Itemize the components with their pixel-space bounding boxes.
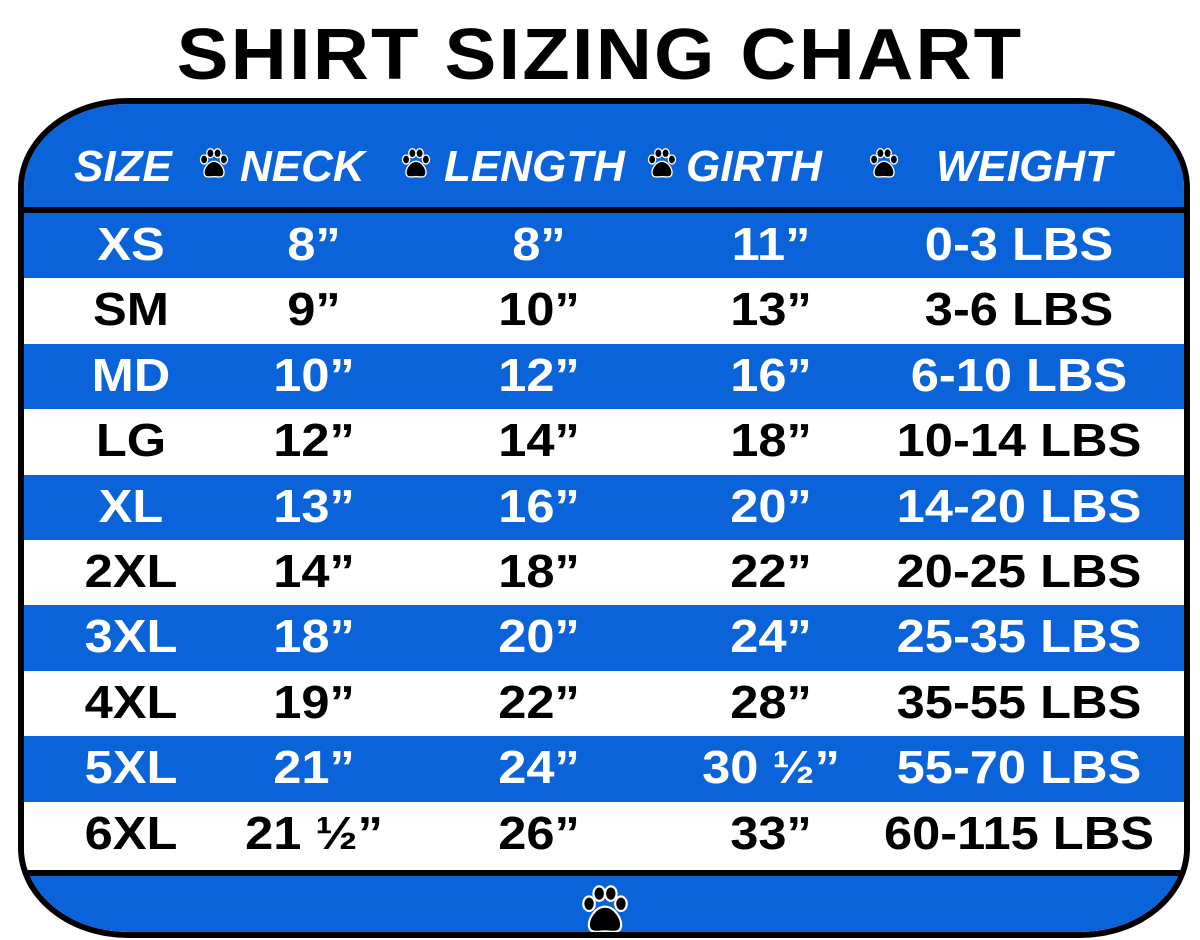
cell-length: 18” xyxy=(498,544,580,597)
cell-length: 24” xyxy=(498,741,580,794)
cell-girth: 13” xyxy=(730,283,812,336)
cell-size: 4XL xyxy=(84,675,178,728)
cell-girth: 16” xyxy=(730,348,812,401)
header-length: LENGTH xyxy=(444,142,625,191)
cell-size: SM xyxy=(93,283,169,336)
cell-weight: 3-6 LBS xyxy=(924,283,1114,336)
cell-neck: 10” xyxy=(273,348,355,401)
cell-length: 20” xyxy=(498,610,580,663)
cell-weight: 10-14 LBS xyxy=(896,414,1142,467)
table-row: 6XL 21 ½” 26” 33” 60-115 LBS xyxy=(24,801,1184,867)
paw-print-icon xyxy=(401,148,431,178)
cell-girth: 11” xyxy=(731,218,811,270)
table-row: XS 8” 8” 11” 0-3 LBS xyxy=(24,213,1184,279)
cell-neck: 19” xyxy=(273,675,355,728)
cell-size: LG xyxy=(95,414,167,467)
header-neck: NECK xyxy=(240,142,365,191)
cell-weight: 25-35 LBS xyxy=(896,610,1142,663)
chart-title: SHIRT SIZING CHART xyxy=(176,15,1024,95)
cell-girth: 20” xyxy=(730,479,812,532)
table-row: 5XL 21” 24” 30 ½” 55-70 LBS xyxy=(24,736,1184,802)
table-row: MD 10” 12” 16” 6-10 LBS xyxy=(24,343,1184,410)
cell-weight: 35-55 LBS xyxy=(896,675,1142,728)
cell-size: 6XL xyxy=(84,806,178,859)
header-size: SIZE xyxy=(74,142,172,191)
cell-size: 3XL xyxy=(84,610,178,663)
cell-length: 8” xyxy=(512,218,566,270)
cell-girth: 22” xyxy=(730,544,812,597)
cell-neck: 21” xyxy=(273,741,355,794)
cell-size: MD xyxy=(91,348,171,401)
cell-neck: 12” xyxy=(273,414,355,467)
table-row: SM 9” 10” 13” 3-6 LBS xyxy=(24,278,1184,344)
cell-neck: 13” xyxy=(273,479,355,532)
cell-length: 12” xyxy=(498,348,580,401)
cell-size: 2XL xyxy=(84,544,178,597)
cell-neck: 9” xyxy=(287,283,341,336)
cell-weight: 60-115 LBS xyxy=(883,806,1155,859)
paw-print-icon xyxy=(199,148,229,178)
cell-length: 22” xyxy=(498,675,580,728)
cell-size: XS xyxy=(97,218,165,270)
cell-girth: 18” xyxy=(730,414,812,467)
cell-girth: 24” xyxy=(730,610,812,663)
cell-size: 5XL xyxy=(84,741,178,794)
header-girth: GIRTH xyxy=(686,142,823,191)
header-weight: WEIGHT xyxy=(936,142,1112,191)
cell-length: 14” xyxy=(498,414,580,467)
cell-girth: 28” xyxy=(730,675,812,728)
cell-weight: 20-25 LBS xyxy=(896,544,1142,597)
cell-neck: 8” xyxy=(287,218,341,270)
table-row: 4XL 19” 22” 28” 35-55 LBS xyxy=(24,670,1184,737)
table-footer xyxy=(24,870,1184,932)
cell-weight: 14-20 LBS xyxy=(896,479,1142,532)
table-header: SIZE NECK LENGTH GIRTH WEIGHT xyxy=(24,104,1184,213)
cell-size: XL xyxy=(98,479,164,532)
cell-length: 16” xyxy=(498,479,580,532)
table-row: LG 12” 14” 18” 10-14 LBS xyxy=(24,409,1184,475)
paw-print-icon xyxy=(582,885,628,932)
sizing-table: SIZE NECK LENGTH GIRTH WEIGHT XS 8” 8” 11” 0… xyxy=(18,98,1190,938)
cell-neck: 18” xyxy=(273,610,355,663)
paw-print-icon xyxy=(647,148,677,178)
cell-length: 26” xyxy=(498,806,580,859)
cell-length: 10” xyxy=(498,283,580,336)
cell-weight: 0-3 LBS xyxy=(924,218,1114,270)
table-row: 3XL 18” 20” 24” 25-35 LBS xyxy=(24,605,1184,671)
cell-girth: 30 ½” xyxy=(702,741,840,794)
paw-print-icon xyxy=(869,148,899,178)
table-body: XS 8” 8” 11” 0-3 LBS SM 9” 10” 13” 3-6 LBS MD 10” 12… xyxy=(24,213,1184,867)
table-row: XL 13” 16” 20” 14-20 LBS xyxy=(24,474,1184,540)
cell-weight: 6-10 LBS xyxy=(910,348,1128,401)
cell-neck: 21 ½” xyxy=(245,806,383,859)
cell-girth: 33” xyxy=(730,806,812,859)
cell-weight: 55-70 LBS xyxy=(896,741,1142,794)
table-row: 2XL 14” 18” 22” 20-25 LBS xyxy=(24,539,1184,606)
cell-neck: 14” xyxy=(273,544,355,597)
